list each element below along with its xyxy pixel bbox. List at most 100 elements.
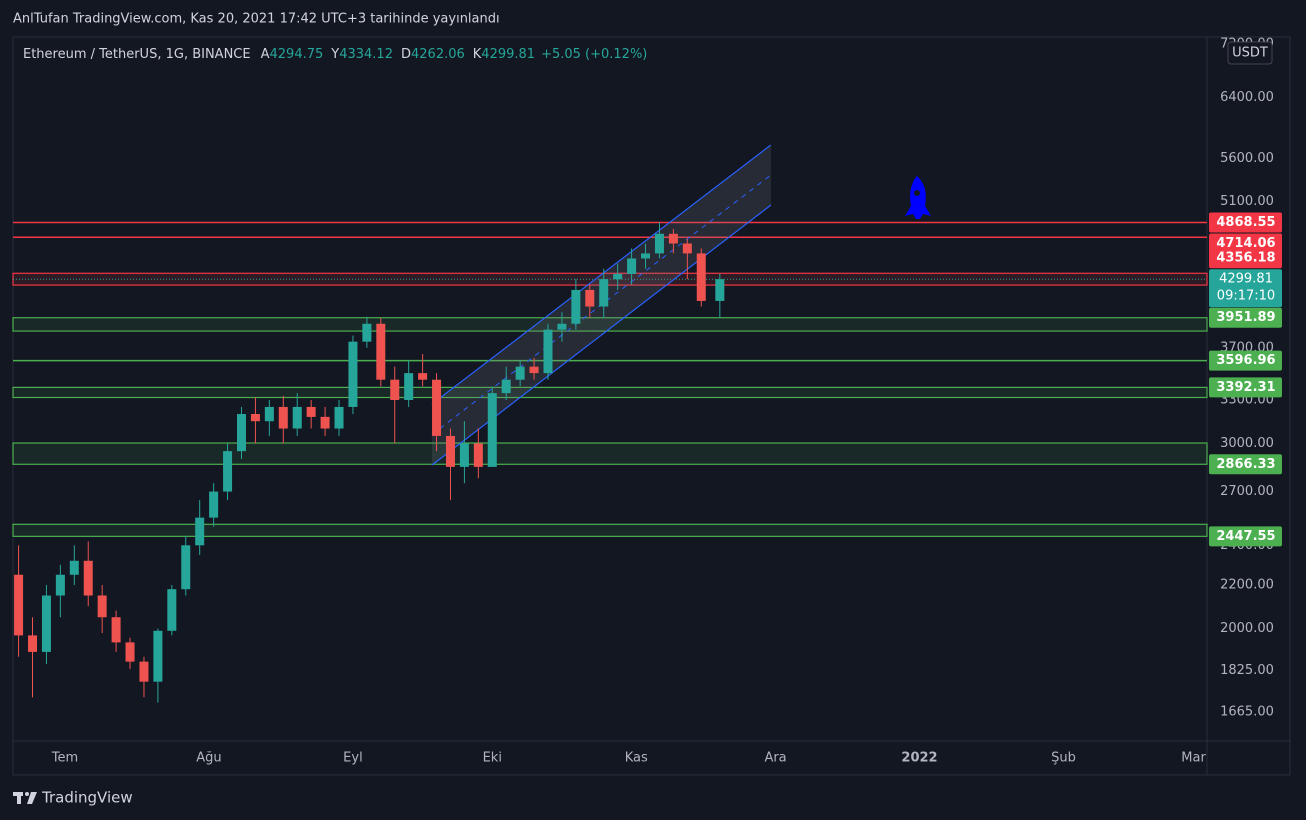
candle-body <box>487 393 497 467</box>
price-tag-label: 3596.96 <box>1216 353 1275 368</box>
brand: TradingView <box>41 789 133 807</box>
candle-body <box>223 451 233 492</box>
candle-body <box>404 373 414 400</box>
candle-body <box>641 253 651 259</box>
price-tag <box>1209 377 1282 398</box>
zones <box>12 221 1208 537</box>
candle-body <box>83 560 93 596</box>
price-tag-label: 4714.06 <box>1216 236 1275 251</box>
y-tick-label: 6400.00 <box>1220 90 1274 105</box>
candle-body <box>334 406 344 429</box>
zone <box>12 523 1208 537</box>
ohlc-label: D <box>401 47 411 62</box>
candle-body <box>557 323 567 330</box>
ohlc-value: 4262.06 <box>411 47 465 62</box>
candle-body <box>41 595 51 652</box>
candle-body <box>125 642 135 662</box>
candle-body <box>306 406 316 417</box>
candle-body <box>668 233 678 244</box>
tv-logo <box>13 792 37 804</box>
ohlc-value: 4294.75 <box>270 47 324 62</box>
x-tick-label: Eyl <box>343 751 363 766</box>
candle-body <box>473 443 483 467</box>
zone <box>12 442 1208 465</box>
candle-body <box>195 517 205 546</box>
candle-body <box>209 491 219 518</box>
candles <box>14 222 725 703</box>
y-tick-label: 2000.00 <box>1220 621 1274 636</box>
candle-body <box>292 406 302 429</box>
candle-body <box>348 341 358 407</box>
countdown: 09:17:10 <box>1217 289 1275 304</box>
candle-body <box>418 373 428 380</box>
currency-label: USDT <box>1232 46 1268 61</box>
candle-body <box>543 329 553 374</box>
zone <box>12 386 1208 399</box>
candle-body <box>571 289 581 324</box>
price-tag-label: 4356.18 <box>1216 251 1275 266</box>
candle-body <box>167 589 177 631</box>
candle-body <box>139 661 149 682</box>
candle-body <box>28 635 38 652</box>
y-tick-label: 1665.00 <box>1220 705 1274 720</box>
ohlc-value: 4334.12 <box>339 47 393 62</box>
candle-body <box>278 406 288 429</box>
x-tick-label: 2022 <box>901 751 937 766</box>
candle-body <box>529 366 539 374</box>
candle-body <box>181 545 191 590</box>
candle-body <box>432 379 442 436</box>
symbol-legend: Ethereum / TetherUS, 1G, BINANCE A4294.75… <box>23 47 647 62</box>
x-tick-label: Kas <box>625 751 648 766</box>
legend: Ethereum / TetherUS, 1G, BINANCE A4294.75… <box>23 47 647 62</box>
ohlc-value: 4299.81 <box>481 47 535 62</box>
price-tag-label: 3951.89 <box>1216 310 1275 325</box>
x-tick-label: Tem <box>51 751 78 766</box>
x-tick-label: Şub <box>1051 751 1076 766</box>
candle-body <box>627 258 637 274</box>
candle-body <box>362 323 372 342</box>
y-tick-label: 2700.00 <box>1220 484 1274 499</box>
y-tick-label: 5600.00 <box>1220 151 1274 166</box>
price-tag-label: 4868.55 <box>1216 215 1275 230</box>
zone <box>12 317 1208 332</box>
y-tick-label: 3000.00 <box>1220 436 1274 451</box>
change: +5.05 (+0.12%) <box>541 47 647 62</box>
candle-body <box>654 233 664 254</box>
panel-border <box>12 36 1291 776</box>
candle-body <box>445 435 455 467</box>
y-tick-label: 1825.00 <box>1220 663 1274 678</box>
channel-upper <box>431 144 772 405</box>
symbol: Ethereum / TetherUS, 1G, BINANCE <box>23 47 251 62</box>
currency-badge <box>1227 41 1273 65</box>
last-price-tag <box>1209 269 1282 308</box>
candle-body <box>682 243 692 254</box>
candle-body <box>585 289 595 307</box>
rocket-icon <box>905 176 931 219</box>
candle-body <box>459 443 469 467</box>
ohlc-label: K <box>473 47 482 62</box>
publish-header: AnlTufan TradingView.com, Kas 20, 2021 1… <box>13 12 500 27</box>
price-tag-label: 2447.55 <box>1216 529 1275 544</box>
candle-body <box>599 279 609 307</box>
ohlc-label: Y <box>330 47 339 62</box>
candle-body <box>236 414 246 452</box>
x-tick-label: Eki <box>483 751 502 766</box>
candle-body <box>715 279 725 301</box>
price-tag <box>1209 454 1282 475</box>
x-tick-label: Mar <box>1181 751 1206 766</box>
candle-body <box>55 574 65 596</box>
candle-body <box>390 379 400 400</box>
candle-body <box>97 595 107 618</box>
axes: 7200.006400.005600.005100.003700.003300.… <box>51 36 1282 766</box>
y-tick-label: 5100.00 <box>1220 194 1274 209</box>
price-tag-label: 3392.31 <box>1216 380 1275 395</box>
candle-body <box>153 630 163 682</box>
price-tag <box>1209 248 1282 269</box>
x-tick-label: Ağu <box>196 751 221 766</box>
ohlc-label: A <box>261 47 270 62</box>
candle-body <box>501 379 511 394</box>
candle-body <box>250 414 260 422</box>
